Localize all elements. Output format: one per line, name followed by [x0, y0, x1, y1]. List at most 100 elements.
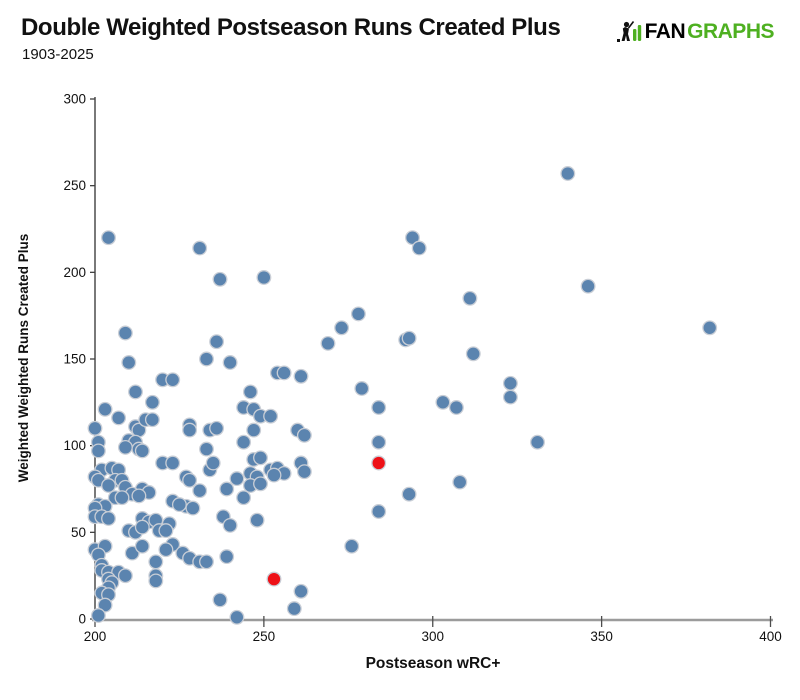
data-point — [121, 355, 137, 370]
data-point — [405, 230, 420, 246]
data-point — [131, 488, 147, 504]
data-point — [134, 538, 150, 554]
x-tick-label: 250 — [253, 629, 276, 644]
data-point — [253, 476, 268, 492]
data-point — [192, 240, 208, 256]
data-point — [253, 450, 268, 466]
data-point — [182, 422, 198, 438]
data-point — [452, 474, 468, 490]
highlighted-point — [266, 571, 282, 587]
data-point — [101, 478, 116, 493]
data-point — [209, 420, 225, 436]
data-point — [296, 464, 312, 480]
data-point — [276, 365, 292, 381]
data-point — [256, 270, 272, 285]
data-point — [90, 443, 106, 459]
data-point — [350, 306, 366, 322]
data-point — [199, 441, 214, 457]
y-tick-label: 250 — [63, 178, 86, 193]
data-point — [502, 389, 518, 405]
data-point — [236, 434, 252, 450]
fangraphs-logo: FAN GRAPHS — [616, 19, 774, 45]
data-point — [199, 351, 214, 367]
data-point — [97, 597, 113, 613]
data-point — [205, 455, 221, 471]
data-point — [702, 320, 718, 336]
data-point — [148, 554, 164, 570]
data-point — [182, 472, 198, 488]
data-point — [246, 422, 262, 438]
data-point — [165, 455, 181, 471]
logo-text-fan: FAN — [644, 20, 686, 43]
data-point — [171, 497, 187, 513]
data-point — [266, 467, 282, 483]
data-points — [87, 166, 718, 625]
data-point — [117, 439, 133, 455]
data-point — [401, 486, 417, 502]
data-point — [530, 434, 545, 450]
highlighted-point — [371, 455, 387, 471]
data-point — [111, 410, 127, 426]
data-point — [117, 325, 133, 341]
chart-subtitle: 1903-2025 — [22, 46, 94, 63]
data-point — [334, 320, 350, 336]
data-point — [293, 368, 309, 384]
data-point — [465, 346, 481, 362]
data-point — [344, 538, 360, 554]
x-tick-label: 350 — [590, 629, 613, 644]
data-point — [134, 519, 150, 535]
y-tick-label: 50 — [71, 525, 86, 540]
data-point — [124, 545, 140, 561]
x-axis-label: Postseason wRC+ — [366, 655, 501, 672]
data-point — [158, 523, 174, 539]
data-point — [293, 583, 309, 599]
data-point — [229, 471, 245, 487]
data-point — [263, 408, 279, 424]
data-point — [199, 554, 214, 570]
y-axis-label: Weighted Weighted Runs Created Plus — [16, 234, 31, 483]
data-point — [222, 355, 238, 370]
data-point — [90, 608, 106, 623]
y-tick-label: 150 — [63, 352, 86, 367]
data-point — [219, 481, 235, 497]
data-point — [371, 434, 387, 450]
data-point — [296, 427, 312, 443]
data-point — [401, 330, 417, 346]
x-tick-label: 300 — [421, 629, 444, 644]
data-point — [101, 511, 116, 526]
data-point — [165, 372, 181, 388]
data-point — [87, 420, 103, 436]
data-point — [117, 568, 133, 584]
data-point — [242, 384, 258, 400]
data-point — [560, 166, 576, 181]
data-point — [371, 504, 387, 519]
data-point — [371, 400, 387, 415]
data-point — [411, 240, 427, 256]
y-tick-label: 300 — [63, 92, 86, 107]
data-point — [229, 609, 245, 625]
batter-icon — [616, 21, 641, 42]
data-point — [97, 401, 113, 417]
data-point — [212, 271, 228, 287]
x-tick-label: 200 — [84, 629, 107, 644]
data-point — [144, 394, 160, 410]
data-point — [219, 549, 235, 565]
data-point — [209, 334, 225, 350]
data-point — [101, 230, 116, 246]
y-tick-label: 200 — [63, 265, 86, 280]
data-point — [236, 490, 252, 506]
data-point — [128, 384, 143, 400]
logo-text-graphs: GRAPHS — [687, 20, 774, 43]
data-point — [354, 381, 370, 396]
data-point — [222, 517, 238, 533]
data-point — [212, 592, 228, 608]
y-tick-label: 100 — [63, 438, 86, 453]
data-point — [249, 512, 265, 528]
data-point — [448, 400, 464, 415]
data-point — [158, 542, 174, 558]
data-point — [144, 412, 160, 428]
axes: 200 250 300 350 400 0 50 100 150 200 250 300 — [63, 92, 781, 645]
x-tick-label: 400 — [759, 629, 782, 644]
data-point — [148, 573, 164, 589]
